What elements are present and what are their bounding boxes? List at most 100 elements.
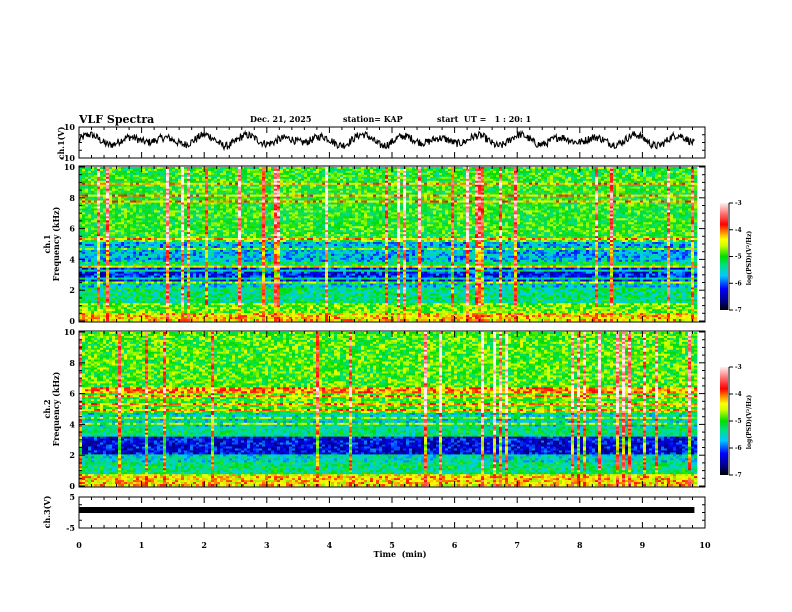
spectrogram-cell [403,199,406,201]
spectrogram-cell [691,203,694,205]
spectrogram-cell [646,206,649,208]
spectrogram-cell [346,189,349,191]
spectrogram-cell [487,183,490,185]
spectrogram-cell [670,189,673,191]
spectrogram-cell [634,181,637,183]
spectrogram-cell [322,183,325,185]
spectrogram-cell [304,173,307,175]
spectrogram-cell [91,212,94,214]
spectrogram-cell [358,203,361,205]
spectrogram-cell [562,169,565,171]
spectrogram-cell [388,199,391,201]
spectrogram-cell [331,201,334,203]
spectrogram-cell [478,173,481,175]
spectrogram-cell [556,187,559,189]
spectrogram-cell [526,177,529,179]
spectrogram-cell [187,175,190,177]
spectrogram-cell [112,195,115,197]
spectrogram-cell [262,195,265,197]
spectrogram-cell [337,208,340,210]
spectrogram-cell [157,177,160,179]
spectrogram-cell [160,181,163,183]
spectrogram-cell [619,208,622,210]
spectrogram-cell [298,175,301,177]
spectrogram-cell [619,206,622,208]
spectrogram-cell [571,206,574,208]
spectrogram-cell [130,201,133,203]
spectrogram-cell [295,169,298,171]
spectrogram-cell [604,189,607,191]
spectrogram-cell [385,167,388,169]
spectrogram-cell [595,201,598,203]
spectrogram-cell [637,189,640,191]
spectrogram-cell [280,197,283,199]
spectrogram-cell [688,173,691,175]
spectrogram-cell [577,197,580,199]
spectrogram-cell [685,167,688,169]
spectrogram-cell [496,183,499,185]
spectrogram-cell [601,191,604,193]
spectrogram-cell [646,175,649,177]
spectrogram-cell [148,195,151,197]
spectrogram-cell [571,203,574,205]
spectrogram-cell [145,181,148,183]
spectrogram-cell [529,199,532,201]
spectrogram-cell [142,187,145,189]
spectrogram-cell [157,199,160,201]
spectrogram-cell [343,185,346,187]
spectrogram-cell [100,169,103,171]
spectrogram-cell [661,205,664,207]
spectrogram-cell [607,177,610,179]
spectrogram-cell [295,201,298,203]
spectrogram-cell [661,183,664,185]
spectrogram-cell [370,201,373,203]
spectrogram-cell [334,187,337,189]
spectrogram-cell [667,195,670,197]
spectrogram-cell [175,183,178,185]
spectrogram-cell [106,197,109,199]
spectrogram-cell [673,197,676,199]
spectrogram-cell [454,181,457,183]
spectrogram-cell [406,205,409,207]
spectrogram-cell [574,203,577,205]
spectrogram-cell [550,205,553,207]
spectrogram-cell [502,199,505,201]
spectrogram-cell [688,187,691,189]
spectrogram-cell [553,205,556,207]
spectrogram-cell [145,187,148,189]
spectrogram-cell [196,212,199,214]
spectrogram-cell [535,201,538,203]
spectrogram-cell [91,191,94,193]
spectrogram-cell [481,201,484,203]
spectrogram-cell [172,167,175,169]
spectrogram-cell [295,189,298,191]
spectrogram-cell [364,193,367,195]
spectrogram-cell [556,175,559,177]
spectrogram-cell [382,175,385,177]
spectrogram-cell [646,205,649,207]
spectrogram-cell [460,175,463,177]
spectrogram-cell [256,191,259,193]
spectrogram-cell [289,169,292,171]
spectrogram-cell [448,205,451,207]
spectrogram-cell [175,171,178,173]
spectrogram-cell [202,185,205,187]
spectrogram-cell [469,206,472,208]
spectrogram-cell [469,175,472,177]
spectrogram-cell [100,189,103,191]
spectrogram-cell [307,181,310,183]
spectrogram-cell [601,205,604,207]
spectrogram-cell [673,167,676,169]
spectrogram-cell [385,173,388,175]
spectrogram-cell [490,171,493,173]
spectrogram-cell [337,210,340,212]
spectrogram-cell [169,177,172,179]
spectrogram-cell [97,169,100,171]
spectrogram-cell [247,208,250,210]
spectrogram-cell [628,210,631,212]
spectrogram-cell [484,191,487,193]
spectrogram-cell [529,203,532,205]
spectrogram-cell [466,187,469,189]
spectrogram-cell [349,210,352,212]
spectrogram-cell [262,208,265,210]
